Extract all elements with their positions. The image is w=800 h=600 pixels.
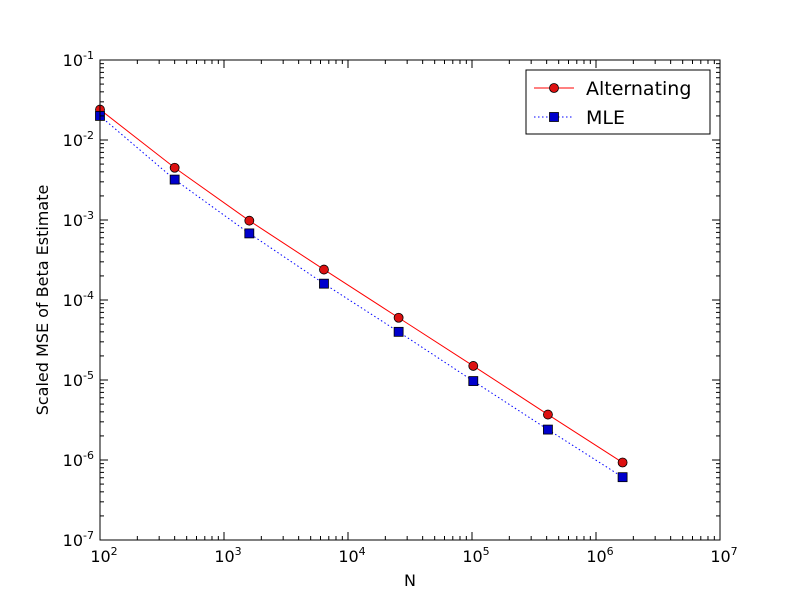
y-tick-label: 10-3 — [63, 209, 94, 230]
x-axis-label: N — [404, 571, 416, 590]
data-point — [169, 174, 180, 185]
series-layer — [95, 104, 628, 483]
data-point — [169, 162, 180, 173]
legend-entry: Alternating — [534, 78, 691, 100]
data-point — [319, 278, 329, 289]
legend-label: MLE — [586, 107, 625, 129]
y-tick-label: 10-1 — [63, 49, 94, 70]
series-line — [99, 109, 623, 463]
x-tick-label: 102 — [90, 545, 117, 566]
y-tick-label: 10-6 — [63, 449, 94, 470]
data-point — [393, 326, 404, 337]
y-axis-label: Scaled MSE of Beta Estimate — [33, 185, 52, 416]
x-tick-label: 105 — [462, 545, 489, 566]
x-tick-label: 106 — [586, 545, 613, 566]
data-point — [244, 228, 255, 239]
legend-marker — [549, 112, 559, 122]
data-point — [617, 457, 628, 468]
y-tick-label: 10-5 — [63, 369, 94, 390]
legend-label: Alternating — [586, 78, 691, 100]
y-tick-label: 10-7 — [63, 529, 94, 550]
data-point — [468, 361, 479, 371]
data-point — [319, 264, 329, 275]
ticks-layer: 102 103 104 105 106 107 10-1 10-2 10-3 10-4 10-5 10… — [63, 49, 738, 566]
legend-box — [525, 69, 711, 135]
x-tick-label: 104 — [338, 545, 365, 566]
data-point — [543, 409, 553, 420]
data-point — [617, 472, 628, 483]
data-point — [543, 424, 553, 435]
data-point — [468, 376, 479, 386]
x-tick-label: 107 — [710, 545, 737, 566]
legend-marker — [549, 83, 559, 93]
y-tick-label: 10-4 — [63, 289, 94, 310]
series-line — [99, 115, 623, 478]
x-tick-label: 103 — [214, 545, 241, 566]
series-alternating — [95, 104, 628, 468]
data-point — [244, 215, 255, 226]
legend-entry: MLE — [534, 107, 625, 129]
legend: Alternating MLE — [525, 69, 711, 135]
y-tick-label: 10-2 — [63, 129, 94, 150]
data-point — [393, 312, 404, 323]
